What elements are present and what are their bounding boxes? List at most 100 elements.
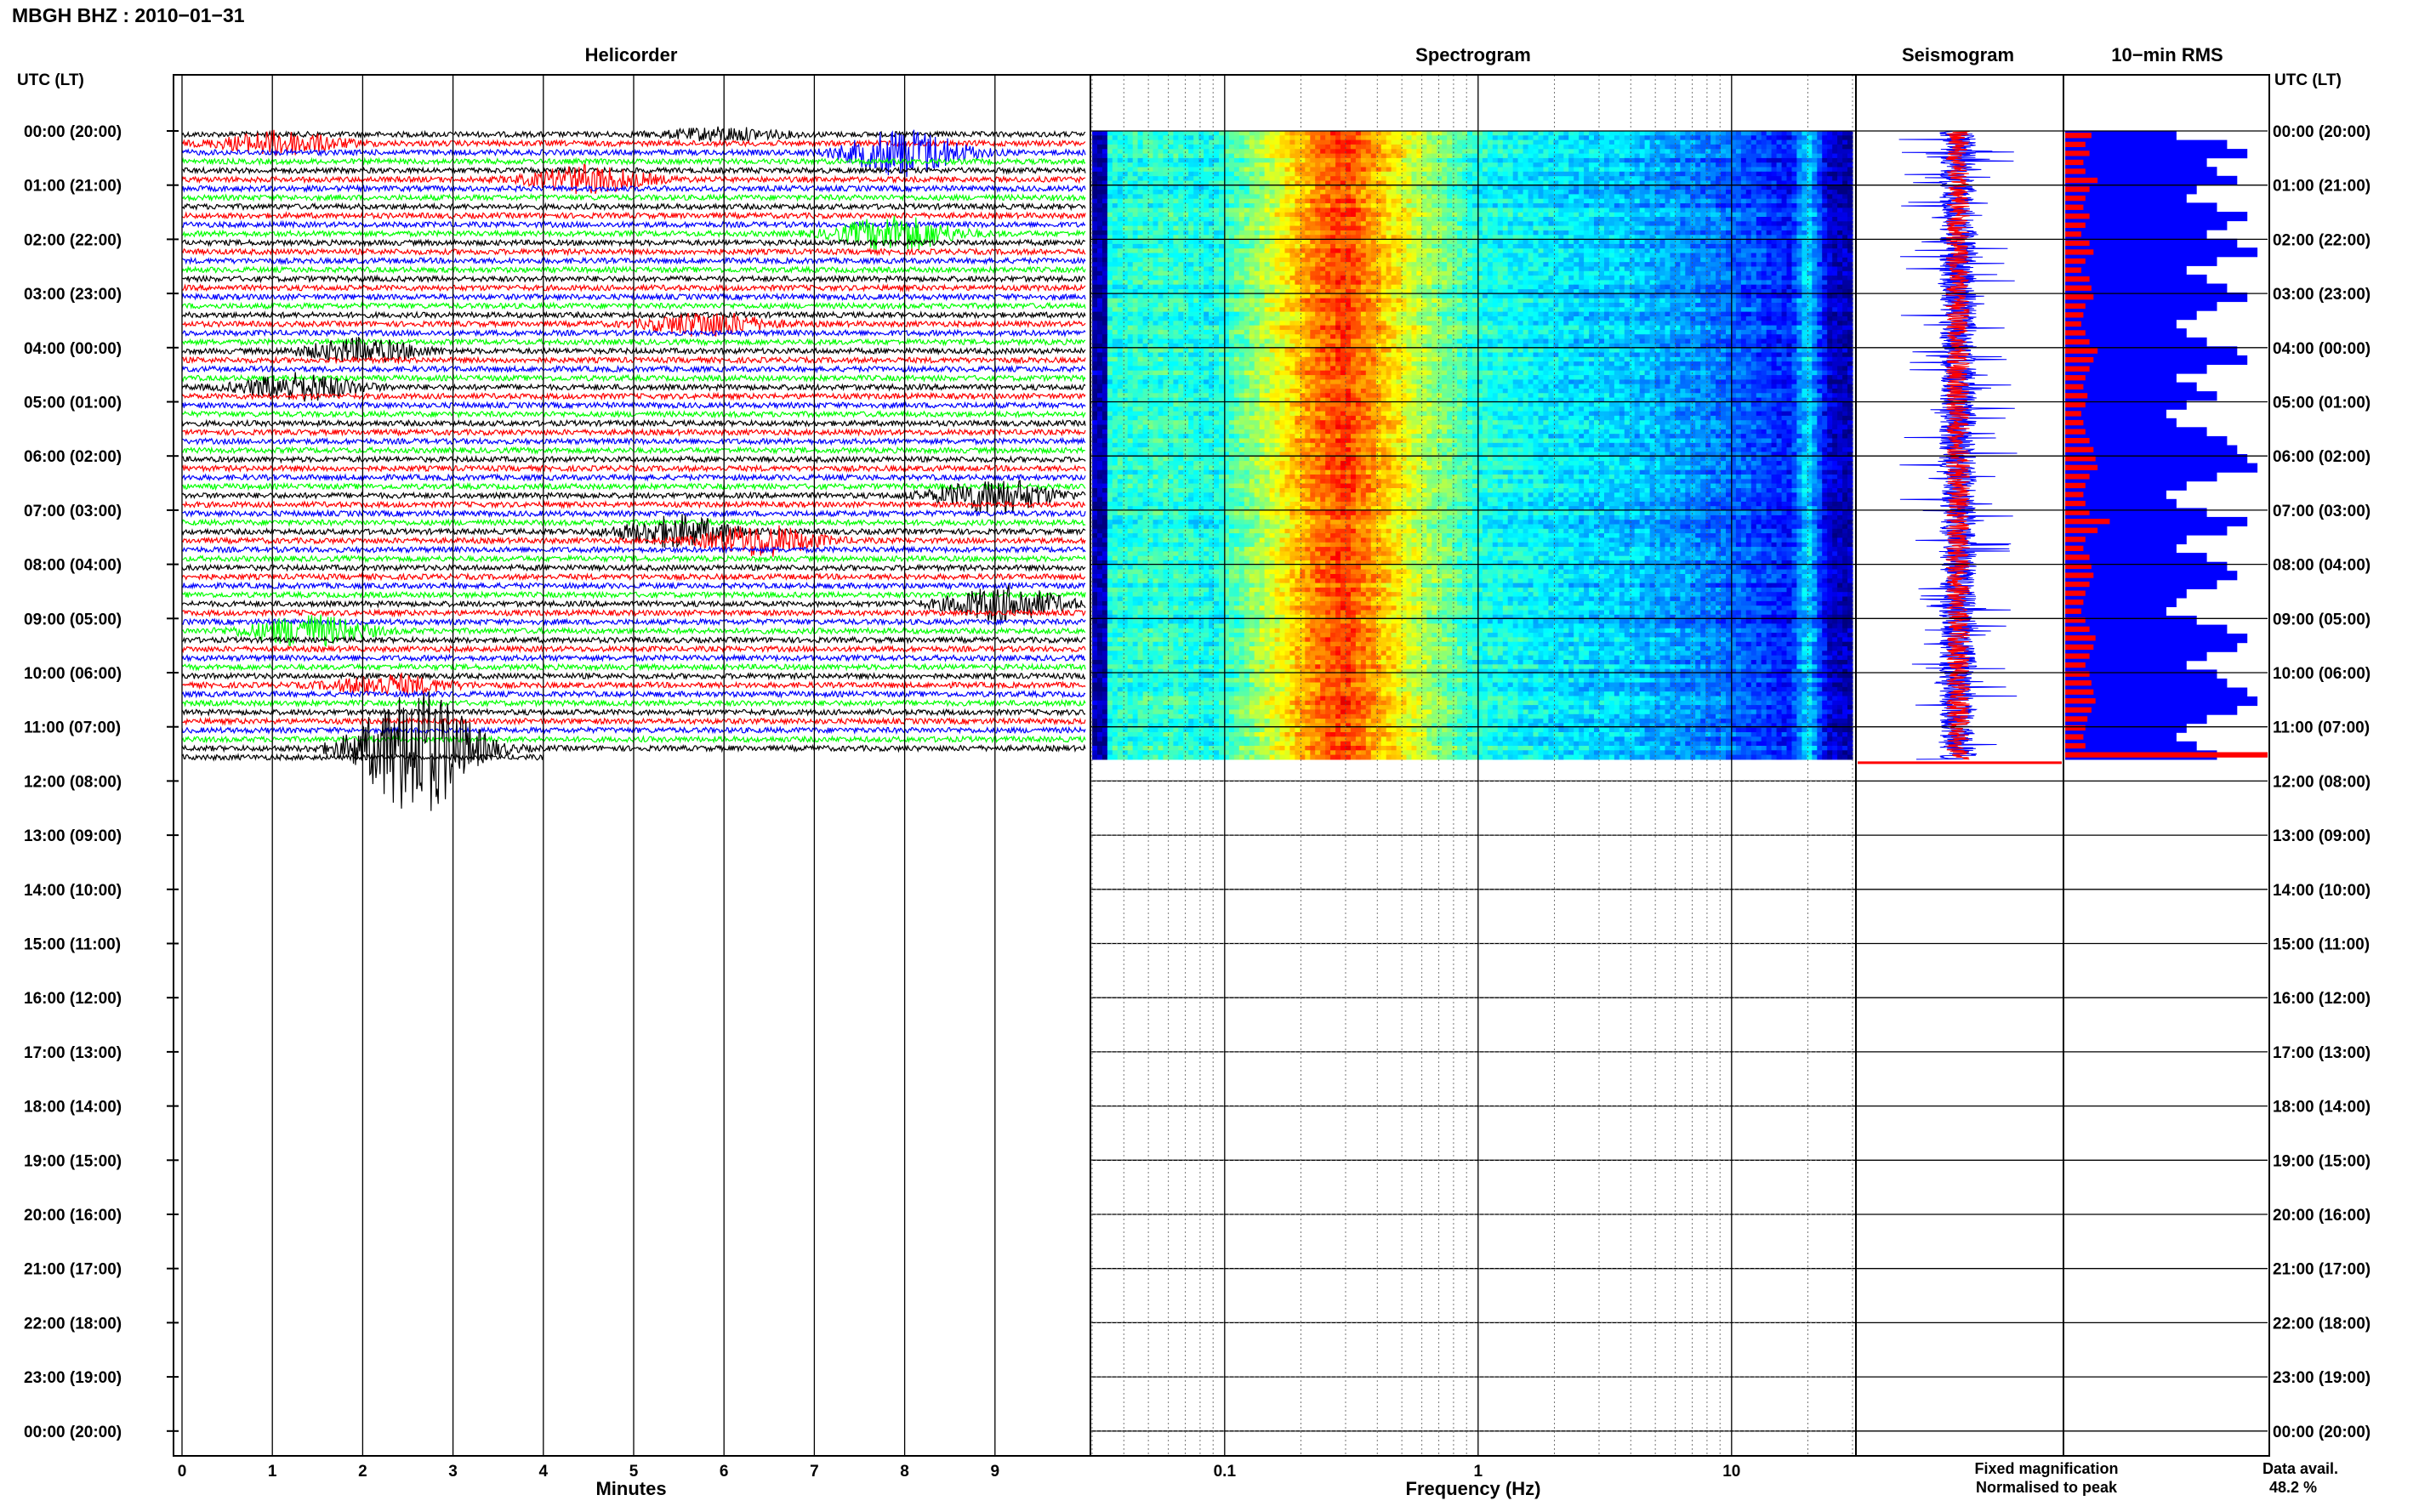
spectrogram-cell (1346, 270, 1352, 276)
spectrogram-cell (1122, 262, 1129, 268)
spectrogram-cell (1665, 171, 1671, 177)
spectrogram-cell (1502, 207, 1509, 213)
spectrogram-cell (1315, 176, 1321, 182)
spectrogram-cell (1462, 185, 1468, 190)
spectrogram-cell (1315, 230, 1321, 236)
spectrogram-cell (1716, 139, 1722, 145)
spectrogram-cell (1533, 157, 1540, 163)
spectrogram-cell (1127, 230, 1134, 236)
spectrogram-cell (1193, 270, 1199, 276)
spectrogram-cell (1457, 212, 1463, 218)
spectrogram-cell (1340, 149, 1346, 155)
spectrogram-cell (1391, 149, 1397, 155)
spectrogram-cell (1188, 212, 1194, 218)
spectrogram-cell (1335, 157, 1341, 163)
spectrogram-cell (1284, 135, 1291, 141)
spectrogram-cell (1447, 180, 1453, 186)
spectrogram-cell (1117, 180, 1124, 186)
spectrogram-cell (1122, 276, 1129, 281)
spectrogram-cell (1726, 157, 1732, 163)
spectrogram-cell (1295, 190, 1301, 195)
spectrogram-cell (1219, 139, 1225, 145)
spectrogram-cell (1472, 144, 1478, 150)
spectrogram-cell (1533, 207, 1540, 213)
spectrogram-cell (1492, 180, 1499, 186)
spectrogram-cell (1761, 139, 1767, 145)
spectrogram-cell (1289, 225, 1295, 231)
spectrogram-cell (1279, 235, 1286, 241)
spectrogram-cell (1380, 235, 1387, 241)
spectrogram-cell (1579, 176, 1585, 182)
spectrogram-cell (1360, 253, 1367, 259)
spectrogram-cell (1269, 144, 1276, 150)
spectrogram-cell (1786, 276, 1793, 281)
spectrogram-cell (1396, 253, 1403, 259)
spectrogram-cell (1634, 266, 1641, 272)
spectrogram-cell (1548, 144, 1554, 150)
spectrogram-cell (1233, 212, 1240, 218)
spectrogram-cell (1254, 135, 1261, 141)
spectrogram-cell (1325, 180, 1331, 186)
spectrogram-cell (1416, 257, 1422, 263)
spectrogram-cell (1370, 262, 1377, 268)
spectrogram-cell (1776, 135, 1783, 141)
spectrogram-cell (1188, 194, 1194, 200)
spectrogram-cell (1274, 225, 1281, 231)
spectrogram-cell (1228, 203, 1235, 208)
spectrogram-cell (1726, 239, 1732, 245)
spectrogram-cell (1726, 257, 1732, 263)
spectrogram-cell (1675, 207, 1681, 213)
spectrogram-cell (1675, 212, 1681, 218)
spectrogram-cell (1654, 262, 1661, 268)
spectrogram-cell (1264, 253, 1271, 259)
spectrogram-cell (1431, 253, 1437, 259)
spectrogram-cell (1705, 253, 1711, 259)
spectrogram-cell (1386, 139, 1392, 145)
spectrogram-cell (1380, 190, 1387, 195)
spectrogram-cell (1244, 144, 1250, 150)
spectrogram-cell (1543, 139, 1549, 145)
spectrogram-cell (1365, 198, 1372, 204)
spectrogram-cell (1801, 135, 1807, 141)
spectrogram-cell (1416, 276, 1422, 281)
spectrogram-cell (1375, 131, 1382, 136)
spectrogram-cell (1822, 198, 1828, 204)
spectrogram-cell (1801, 207, 1807, 213)
spectrogram-cell (1731, 139, 1737, 145)
spectrogram-cell (1219, 162, 1225, 168)
spectrogram-cell (1492, 243, 1499, 249)
spectrogram-cell (1289, 167, 1295, 173)
spectrogram-cell (1680, 207, 1686, 213)
spectrogram-cell (1502, 266, 1509, 272)
spectrogram-cell (1745, 266, 1752, 272)
spectrogram-cell (1482, 257, 1488, 263)
spectrogram-cell (1269, 262, 1276, 268)
spectrogram-cell (1832, 185, 1838, 190)
spectrogram-cell (1153, 270, 1159, 276)
spectrogram-cell (1548, 230, 1554, 236)
spectrogram-cell (1163, 131, 1169, 136)
spectrogram-cell (1325, 276, 1331, 281)
spectrogram-cell (1472, 185, 1478, 190)
spectrogram-cell (1401, 180, 1408, 186)
spectrogram-cell (1487, 248, 1494, 254)
spectrogram-cell (1279, 176, 1286, 182)
spectrogram-cell (1705, 157, 1711, 163)
spectrogram-cell (1254, 253, 1261, 259)
spectrogram-cell (1335, 225, 1341, 231)
spectrogram-cell (1781, 225, 1788, 231)
spectrogram-cell (1198, 180, 1204, 186)
spectrogram-cell (1796, 180, 1802, 186)
spectrogram-cell (1305, 144, 1311, 150)
spectrogram-cell (1786, 243, 1793, 249)
spectrogram-cell (1259, 194, 1266, 200)
spectrogram-cell (1224, 262, 1230, 268)
spectrogram-cell (1817, 235, 1823, 241)
spectrogram-cell (1442, 262, 1448, 268)
spectrogram-cell (1092, 235, 1098, 241)
spectrogram-cell (1153, 243, 1159, 249)
spectrogram-cell (1614, 194, 1620, 200)
spectrogram-cell (1168, 243, 1174, 249)
spectrogram-cell (1822, 149, 1828, 155)
spectrogram-cell (1619, 198, 1625, 204)
